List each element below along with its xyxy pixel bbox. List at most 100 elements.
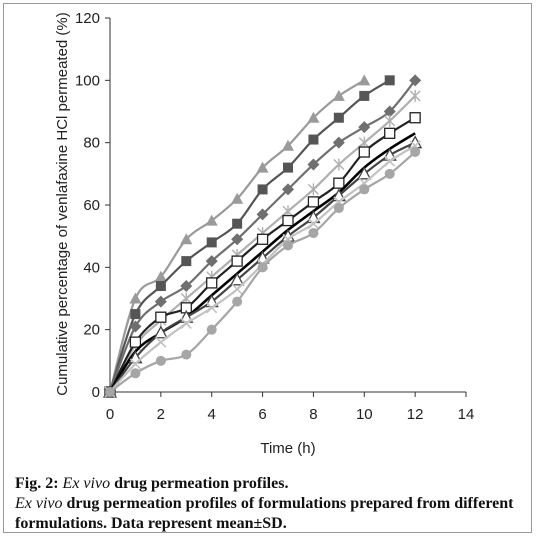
data-point-marker	[307, 218, 319, 230]
data-point-marker	[129, 292, 142, 304]
data-point-marker	[206, 277, 218, 289]
data-point-marker	[384, 114, 396, 127]
series-5	[104, 112, 421, 398]
data-point-marker	[359, 90, 370, 101]
y-tick-label: 0	[92, 384, 100, 401]
data-point-marker	[206, 302, 218, 314]
data-point-marker	[206, 237, 217, 248]
data-point-marker	[282, 214, 294, 227]
data-point-marker	[154, 270, 167, 282]
data-point-marker	[383, 105, 396, 118]
series-2	[105, 75, 395, 397]
caption-title-line: Fig. 2: Ex vivo drug permeation profiles…	[15, 474, 527, 494]
data-point-marker	[181, 256, 192, 267]
data-point-marker	[180, 233, 193, 245]
data-point-marker	[384, 127, 396, 139]
desc-italic: Ex vivo	[15, 495, 63, 512]
data-point-marker	[129, 320, 142, 333]
data-point-marker	[180, 317, 192, 329]
data-point-marker	[129, 336, 142, 348]
data-point-marker	[307, 158, 320, 171]
x-tick-label: 14	[458, 406, 475, 423]
data-point-marker	[307, 111, 320, 123]
data-point-marker	[332, 136, 345, 149]
data-point-marker	[257, 262, 268, 273]
x-tick-label: 8	[309, 406, 317, 423]
data-point-marker	[357, 166, 372, 180]
x-tick-label: 10	[356, 406, 373, 423]
y-tick-label: 40	[83, 259, 100, 276]
axis-labels: Time (h) Cumulative percentage of venlaf…	[54, 12, 316, 457]
data-point-marker	[359, 184, 370, 195]
data-point-marker	[129, 358, 141, 370]
x-axis-title: Time (h)	[260, 440, 315, 457]
series-9	[105, 147, 421, 397]
x-tick-label: 6	[258, 406, 266, 423]
fig-title-italic: Ex vivo	[62, 475, 111, 492]
series-3	[104, 74, 422, 398]
data-point-marker	[384, 168, 395, 179]
data-point-marker	[256, 233, 269, 245]
data-point-marker	[205, 214, 218, 226]
x-tick-label: 4	[208, 406, 216, 423]
data-point-marker	[155, 281, 166, 292]
permeation-chart: 0 20 40 60 80 100 120 0 2 4 6 8 10 12 14 Time (h) Cumu…	[54, 10, 474, 457]
y-tick-label: 80	[83, 135, 100, 152]
chart-axes: 0 20 40 60 80 100 120 0 2 4 6 8 10 12 14	[75, 10, 474, 423]
data-point-marker	[232, 218, 243, 229]
desc-rest: drug permeation profiles of formulations…	[15, 495, 514, 532]
x-tick-label: 0	[106, 406, 114, 423]
data-point-marker	[409, 89, 421, 102]
data-point-marker	[230, 272, 245, 286]
figure-caption: Fig. 2: Ex vivo drug permeation profiles…	[15, 474, 527, 534]
data-point-marker	[231, 283, 243, 295]
y-tick-label: 60	[83, 197, 100, 214]
fig-title-rest: drug permeation profiles.	[110, 475, 289, 492]
data-point-marker	[155, 311, 167, 323]
data-point-marker	[205, 255, 218, 268]
data-point-marker	[333, 203, 344, 214]
data-point-marker	[358, 74, 371, 86]
series-layer	[102, 74, 423, 398]
data-point-marker	[256, 161, 269, 173]
data-point-marker	[130, 309, 141, 320]
data-point-marker	[154, 295, 167, 308]
data-point-marker	[308, 134, 319, 145]
data-point-marker	[231, 233, 244, 246]
data-point-marker	[153, 325, 168, 339]
data-point-marker	[181, 349, 192, 360]
data-point-marker	[130, 368, 141, 379]
data-point-marker	[206, 324, 217, 335]
data-point-marker	[155, 355, 166, 366]
y-axis-title: Cumulative percentage of venlafaxine HCl…	[54, 12, 71, 396]
data-point-marker	[282, 183, 294, 196]
caption-description: Ex vivo drug permeation profiles of form…	[15, 494, 527, 534]
data-point-marker	[231, 255, 243, 267]
data-point-marker	[410, 147, 421, 158]
data-point-marker	[283, 240, 293, 251]
y-tick-label: 20	[83, 322, 100, 339]
fig-label: Fig. 2:	[15, 475, 59, 492]
data-point-marker	[256, 208, 269, 221]
series-line	[108, 79, 391, 393]
data-point-marker	[409, 112, 421, 124]
data-point-marker	[358, 146, 370, 158]
y-tick-label: 100	[75, 72, 100, 89]
x-tick-label: 12	[407, 406, 424, 423]
y-tick-label: 120	[75, 10, 100, 27]
data-point-marker	[283, 162, 293, 173]
data-point-marker	[384, 155, 396, 167]
data-point-marker	[308, 228, 319, 239]
data-point-marker	[257, 184, 268, 195]
data-point-marker	[358, 121, 371, 134]
data-point-marker	[105, 387, 115, 397]
data-point-marker	[307, 196, 320, 208]
data-point-marker	[333, 112, 344, 123]
data-point-marker	[180, 280, 193, 293]
data-point-marker	[409, 74, 422, 87]
data-point-marker	[384, 75, 395, 86]
data-point-marker	[155, 336, 167, 348]
x-tick-label: 2	[157, 406, 165, 423]
data-point-marker	[333, 158, 345, 171]
data-point-marker	[332, 89, 345, 101]
